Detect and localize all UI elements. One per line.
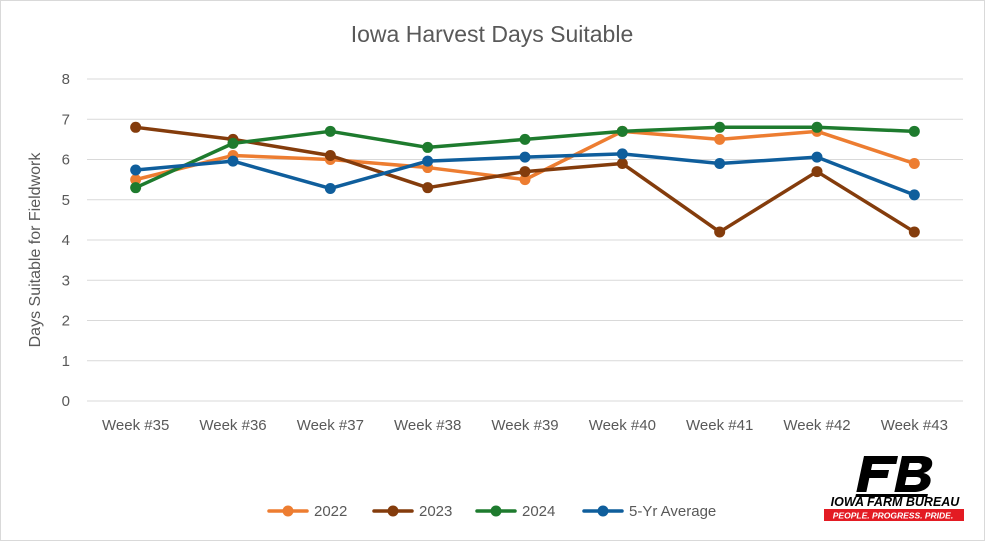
data-point (130, 182, 142, 194)
y-axis-ticks: 0 1 2 3 4 5 6 7 8 (62, 71, 70, 410)
logo-tagline-band (824, 509, 964, 521)
data-point (811, 151, 823, 163)
x-tick-label: Week #40 (589, 417, 656, 434)
data-point (130, 174, 142, 186)
fb-mark-icon (855, 456, 933, 497)
y-tick-label: 0 (62, 393, 70, 410)
legend-item: 2023 (372, 503, 452, 520)
legend-item: 2024 (475, 503, 555, 520)
legend-swatch-marker (387, 505, 399, 517)
data-point (422, 155, 434, 167)
legend-label: 2024 (522, 503, 555, 520)
data-point (130, 121, 142, 133)
data-point (908, 226, 920, 238)
y-tick-label: 4 (62, 232, 70, 249)
series-layer (130, 121, 920, 238)
x-axis-ticks: Week #35 Week #36 Week #37 Week #38 Week #39… (102, 417, 948, 434)
legend-label: 5-Yr Average (629, 503, 716, 520)
y-tick-label: 8 (62, 71, 70, 88)
legend-label: 2023 (419, 503, 452, 520)
data-point (908, 158, 920, 170)
series-5-yr-average (130, 148, 920, 201)
x-tick-label: Week #42 (783, 417, 850, 434)
data-point (324, 182, 336, 194)
series-2024 (130, 121, 920, 194)
data-point (714, 226, 726, 238)
x-tick-label: Week #38 (394, 417, 461, 434)
y-axis-title: Days Suitable for Fieldwork (27, 152, 44, 348)
x-tick-label: Week #39 (491, 417, 558, 434)
legend-swatch-marker (597, 505, 609, 517)
logo-name: IOWA FARM BUREAU (831, 495, 961, 509)
x-tick-label: Week #35 (102, 417, 169, 434)
data-point (227, 137, 239, 149)
legend-item: 5-Yr Average (582, 503, 716, 520)
data-point (130, 164, 142, 176)
chart-title: Iowa Harvest Days Suitable (351, 21, 634, 47)
data-point (616, 148, 628, 160)
data-point (519, 174, 531, 186)
y-tick-label: 3 (62, 272, 70, 289)
y-tick-label: 7 (62, 111, 70, 128)
y-tick-label: 5 (62, 192, 70, 209)
y-tick-label: 1 (62, 353, 70, 370)
legend-swatch-marker (490, 505, 502, 517)
data-point (908, 189, 920, 201)
data-point (519, 166, 531, 178)
data-point (714, 121, 726, 133)
data-point (324, 149, 336, 161)
x-tick-label: Week #36 (199, 417, 266, 434)
data-point (324, 125, 336, 137)
legend: 2022 2023 2024 5-Yr Average (267, 503, 716, 520)
y-tick-label: 6 (62, 152, 70, 169)
data-point (714, 158, 726, 170)
x-tick-label: Week #37 (297, 417, 364, 434)
data-point (422, 182, 434, 194)
data-point (616, 125, 628, 137)
data-point (811, 166, 823, 178)
x-tick-label: Week #43 (881, 417, 948, 434)
legend-label: 2022 (314, 503, 347, 520)
legend-item: 2022 (267, 503, 347, 520)
data-point (714, 133, 726, 145)
iowa-farm-bureau-logo: IOWA FARM BUREAU PEOPLE. PROGRESS. PRIDE… (824, 456, 964, 521)
data-point (519, 151, 531, 163)
data-point (616, 158, 628, 170)
legend-swatch-marker (282, 505, 294, 517)
y-tick-label: 2 (62, 313, 70, 330)
data-point (811, 121, 823, 133)
data-point (227, 155, 239, 167)
x-tick-label: Week #41 (686, 417, 753, 434)
data-point (908, 125, 920, 137)
logo-tagline: PEOPLE. PROGRESS. PRIDE. (833, 511, 953, 521)
data-point (519, 133, 531, 145)
data-point (422, 141, 434, 153)
